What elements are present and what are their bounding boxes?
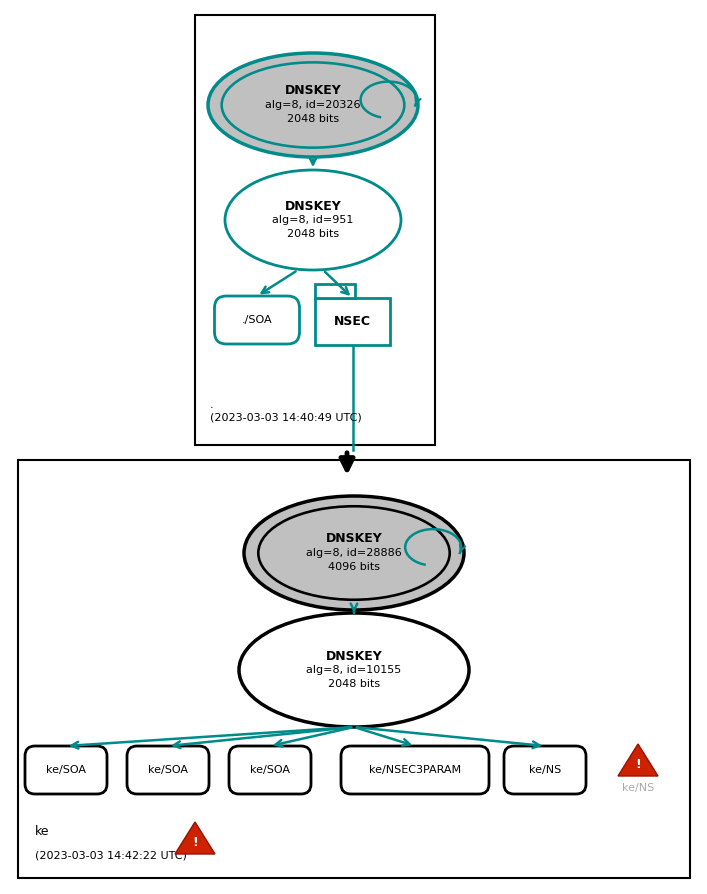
Bar bbox=[315, 284, 355, 298]
FancyBboxPatch shape bbox=[214, 296, 300, 344]
Text: ke/NSEC3PARAM: ke/NSEC3PARAM bbox=[369, 765, 461, 775]
Text: DNSKEY: DNSKEY bbox=[285, 199, 341, 213]
Text: (2023-03-03 14:42:22 UTC): (2023-03-03 14:42:22 UTC) bbox=[35, 850, 187, 860]
Text: alg=8, id=20326: alg=8, id=20326 bbox=[265, 100, 361, 110]
Text: alg=8, id=10155: alg=8, id=10155 bbox=[306, 665, 402, 675]
Polygon shape bbox=[175, 822, 215, 854]
FancyBboxPatch shape bbox=[25, 746, 107, 794]
Text: ke/NS: ke/NS bbox=[529, 765, 561, 775]
Text: .: . bbox=[210, 400, 214, 410]
Ellipse shape bbox=[244, 496, 464, 610]
Text: !: ! bbox=[635, 757, 641, 771]
Text: alg=8, id=28886: alg=8, id=28886 bbox=[306, 548, 402, 558]
Text: DNSKEY: DNSKEY bbox=[326, 533, 382, 545]
FancyBboxPatch shape bbox=[127, 746, 209, 794]
Text: DNSKEY: DNSKEY bbox=[285, 85, 341, 97]
Bar bbox=[18, 460, 690, 878]
Text: !: ! bbox=[192, 836, 198, 848]
Ellipse shape bbox=[225, 170, 401, 270]
Text: 4096 bits: 4096 bits bbox=[328, 562, 380, 572]
Text: 2048 bits: 2048 bits bbox=[328, 679, 380, 689]
Text: NSEC: NSEC bbox=[334, 315, 371, 328]
Text: 2048 bits: 2048 bits bbox=[287, 229, 339, 239]
Bar bbox=[195, 15, 435, 445]
Text: 2048 bits: 2048 bits bbox=[287, 114, 339, 124]
Text: DNSKEY: DNSKEY bbox=[326, 650, 382, 662]
Polygon shape bbox=[618, 744, 658, 776]
FancyBboxPatch shape bbox=[341, 746, 489, 794]
Text: ke: ke bbox=[35, 825, 49, 838]
Ellipse shape bbox=[239, 613, 469, 727]
Text: ke/SOA: ke/SOA bbox=[250, 765, 290, 775]
Text: ke/NS: ke/NS bbox=[622, 783, 654, 793]
Text: ke/SOA: ke/SOA bbox=[148, 765, 188, 775]
Text: ./SOA: ./SOA bbox=[242, 315, 272, 325]
Text: (2023-03-03 14:40:49 UTC): (2023-03-03 14:40:49 UTC) bbox=[210, 412, 362, 422]
Text: ke/SOA: ke/SOA bbox=[46, 765, 86, 775]
FancyBboxPatch shape bbox=[504, 746, 586, 794]
Bar bbox=[315, 298, 390, 345]
Text: alg=8, id=951: alg=8, id=951 bbox=[272, 215, 354, 225]
FancyBboxPatch shape bbox=[229, 746, 311, 794]
Ellipse shape bbox=[208, 53, 418, 157]
